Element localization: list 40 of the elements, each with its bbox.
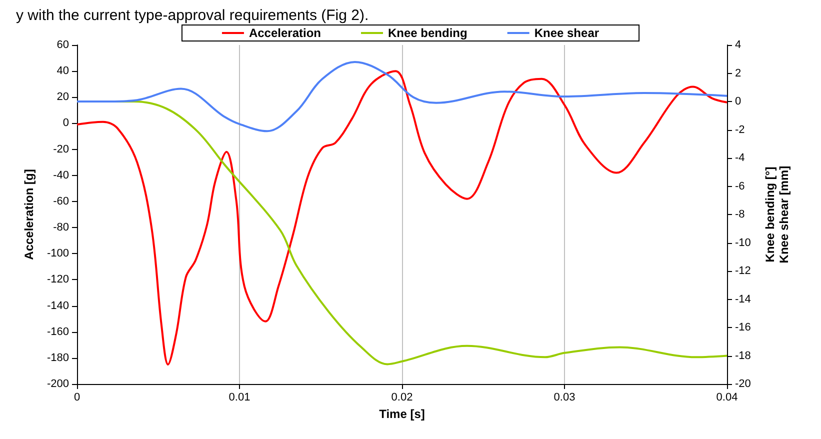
y-tick-label: 0: [62, 117, 69, 130]
y-tick-label: -180: [46, 352, 69, 364]
y-tick-label: -140: [46, 300, 69, 312]
y2-tick-label: 0: [735, 96, 742, 108]
y-tick-label: 60: [56, 39, 69, 51]
y-tick-label: 40: [56, 65, 69, 78]
y2-tick-label: -16: [735, 322, 751, 334]
y2-tick-label: -6: [735, 180, 745, 192]
y-axis-title: Acceleration [g]: [22, 169, 36, 260]
y-tick-label: -200: [46, 378, 69, 390]
y-tick-label: -100: [46, 248, 69, 260]
y2-tick-label: -18: [735, 350, 751, 362]
y2-tick-label: -14: [735, 293, 751, 306]
x-tick-label: 0.04: [716, 392, 738, 404]
x-tick-label: 0.02: [391, 392, 413, 404]
x-tick-label: 0.01: [228, 392, 250, 404]
y-tick-label: -20: [53, 143, 69, 156]
y-tick-label: -40: [53, 169, 69, 182]
y-tick-label: -80: [53, 222, 69, 234]
line-series: [76, 60, 728, 132]
x-tick-label: 0.03: [554, 392, 576, 404]
x-tick-label: 0: [74, 392, 80, 404]
legend-label: Acceleration: [248, 26, 321, 40]
y-tick-label: -120: [46, 274, 69, 286]
y2-tick-label: 4: [735, 39, 742, 51]
y2-tick-label: 2: [735, 67, 742, 80]
x-axis-title: Time [s]: [379, 406, 425, 421]
y-tick-label: -160: [46, 326, 69, 338]
y2-tick-label: -8: [735, 208, 745, 220]
y2-tick-label: -12: [735, 265, 751, 277]
legend-label: Knee bending: [388, 26, 468, 40]
y2-tick-label: -2: [735, 124, 745, 136]
y2-tick-label: -10: [735, 236, 751, 249]
y-tick-label: 20: [56, 91, 69, 104]
y2-tick-label: -4: [735, 152, 745, 164]
legend-label: Knee shear: [534, 26, 600, 40]
text: y with the current type-approval requirements (Fig 2).: [16, 7, 369, 24]
y2-axis-title: Knee bending [°] Knee shear [mm]: [763, 166, 791, 264]
y-tick-label: -60: [53, 195, 69, 208]
y2-tick-label: -20: [735, 378, 751, 390]
